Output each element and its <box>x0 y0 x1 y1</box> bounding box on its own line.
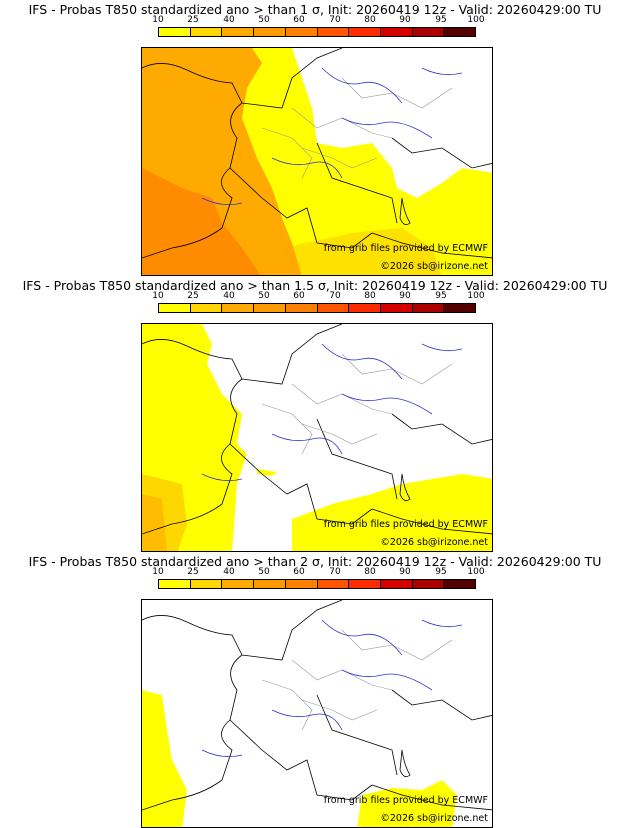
colorbar-ticks: 10 25 40 50 60 70 80 90 95 100 <box>152 567 484 579</box>
map-graphic <box>142 600 492 827</box>
credit-copyright: ©2026 sb@irizone.net <box>380 537 488 548</box>
credit-copyright: ©2026 sb@irizone.net <box>380 813 488 824</box>
credit-source: from grib files provided by ECMWF <box>323 519 488 530</box>
colorbar-swatch <box>285 28 318 36</box>
tick-label: 50 <box>258 291 270 301</box>
colorbar-swatch <box>349 580 381 588</box>
panel-title: IFS - Probas T850 standardized ano > tha… <box>28 554 602 569</box>
probability-map: from grib files provided by ECMWF ©2026 … <box>141 47 493 276</box>
colorbar-swatch <box>190 28 223 36</box>
probability-map: from grib files provided by ECMWF ©2026 … <box>141 599 493 828</box>
tick-label: 90 <box>399 567 411 577</box>
tick-label: 95 <box>435 15 447 25</box>
colorbar-swatch <box>285 304 318 312</box>
panel-title: IFS - Probas T850 standardized ano > tha… <box>22 278 608 293</box>
tick-label: 25 <box>187 567 199 577</box>
tick-label: 100 <box>467 291 485 301</box>
colorbar <box>158 579 476 589</box>
tick-label: 40 <box>223 291 235 301</box>
colorbar-swatch <box>444 304 476 312</box>
colorbar-swatch <box>222 304 255 312</box>
credit-source: from grib files provided by ECMWF <box>323 243 488 254</box>
tick-label: 50 <box>258 15 270 25</box>
credit-source: from grib files provided by ECMWF <box>323 795 488 806</box>
colorbar-swatch <box>317 580 350 588</box>
tick-label: 70 <box>329 291 341 301</box>
panel-title: IFS - Probas T850 standardized ano > tha… <box>28 2 602 17</box>
credit-copyright: ©2026 sb@irizone.net <box>380 261 488 272</box>
colorbar-swatch <box>159 304 191 312</box>
colorbar-ticks: 10 25 40 50 60 70 80 90 95 100 <box>152 291 484 303</box>
colorbar-swatch <box>380 304 413 312</box>
colorbar-swatch <box>444 580 476 588</box>
tick-label: 60 <box>293 567 305 577</box>
tick-label: 80 <box>364 15 376 25</box>
tick-label: 70 <box>329 567 341 577</box>
tick-label: 10 <box>152 15 164 25</box>
map-panel-2: IFS - Probas T850 standardized ano > tha… <box>0 276 630 552</box>
tick-label: 60 <box>293 291 305 301</box>
colorbar <box>158 27 476 37</box>
map-panel-1: IFS - Probas T850 standardized ano > tha… <box>0 0 630 276</box>
tick-label: 25 <box>187 291 199 301</box>
colorbar-swatch <box>254 28 286 36</box>
colorbar-swatch <box>317 28 350 36</box>
tick-label: 90 <box>399 15 411 25</box>
tick-label: 95 <box>435 567 447 577</box>
tick-label: 40 <box>223 15 235 25</box>
colorbar-swatch <box>444 28 476 36</box>
colorbar-swatch <box>222 580 255 588</box>
colorbar-swatch <box>285 580 318 588</box>
tick-label: 60 <box>293 15 305 25</box>
colorbar-swatch <box>254 580 286 588</box>
colorbar-swatch <box>412 304 445 312</box>
tick-label: 10 <box>152 567 164 577</box>
tick-label: 50 <box>258 567 270 577</box>
colorbar-swatch <box>380 28 413 36</box>
map-graphic <box>142 48 492 275</box>
colorbar-swatch <box>349 28 381 36</box>
colorbar-swatch <box>380 580 413 588</box>
colorbar-swatch <box>412 28 445 36</box>
tick-label: 90 <box>399 291 411 301</box>
tick-label: 25 <box>187 15 199 25</box>
map-graphic <box>142 324 492 551</box>
colorbar-swatch <box>222 28 255 36</box>
tick-label: 80 <box>364 291 376 301</box>
tick-label: 95 <box>435 291 447 301</box>
tick-label: 100 <box>467 567 485 577</box>
colorbar-swatch <box>254 304 286 312</box>
tick-label: 80 <box>364 567 376 577</box>
colorbar-swatch <box>159 28 191 36</box>
tick-label: 10 <box>152 291 164 301</box>
probability-map: from grib files provided by ECMWF ©2026 … <box>141 323 493 552</box>
map-panel-3: IFS - Probas T850 standardized ano > tha… <box>0 552 630 828</box>
colorbar-swatch <box>159 580 191 588</box>
colorbar-swatch <box>190 304 223 312</box>
colorbar-swatch <box>317 304 350 312</box>
colorbar-ticks: 10 25 40 50 60 70 80 90 95 100 <box>152 15 484 27</box>
colorbar <box>158 303 476 313</box>
colorbar-swatch <box>190 580 223 588</box>
tick-label: 100 <box>467 15 485 25</box>
tick-label: 40 <box>223 567 235 577</box>
tick-label: 70 <box>329 15 341 25</box>
colorbar-swatch <box>412 580 445 588</box>
colorbar-swatch <box>349 304 381 312</box>
